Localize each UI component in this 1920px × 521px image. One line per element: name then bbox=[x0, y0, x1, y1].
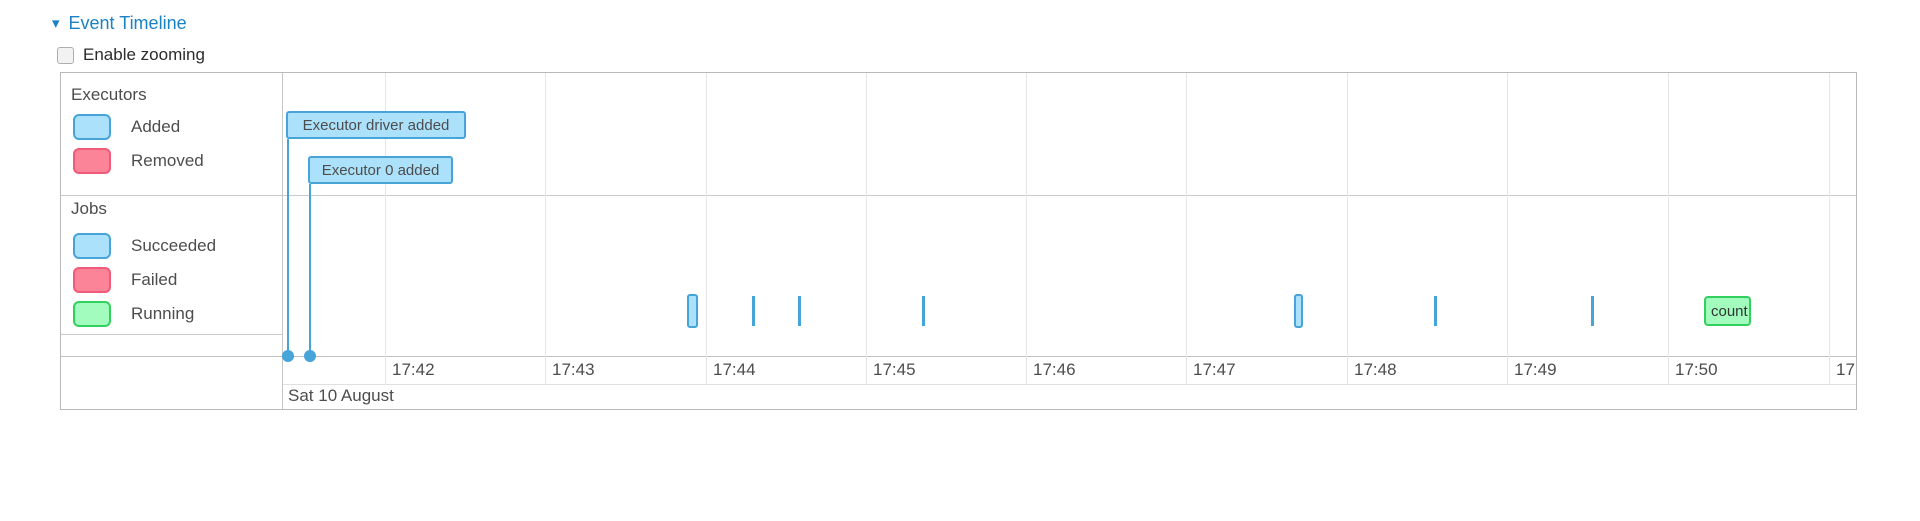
legend-swatch-succeeded bbox=[73, 233, 111, 259]
job-item-running[interactable]: count bbox=[1704, 296, 1751, 326]
time-gridline bbox=[1829, 73, 1830, 384]
legend-group-title: Jobs bbox=[71, 199, 107, 218]
legend-swatch-failed bbox=[73, 267, 111, 293]
axis-label-row-divider bbox=[282, 384, 1856, 385]
event-timeline-chart: Sat 10 August 17:42 17:43 17:44 17:45 17:46 1… bbox=[60, 72, 1857, 410]
time-tick-label: 17:46 bbox=[1033, 360, 1076, 379]
legend-label-removed: Removed bbox=[131, 151, 204, 170]
group-divider bbox=[61, 195, 1856, 196]
executor-item-dot bbox=[304, 350, 316, 362]
legend-swatch-running bbox=[73, 301, 111, 327]
enable-zooming-checkbox[interactable] bbox=[57, 46, 74, 64]
time-gridline bbox=[1026, 73, 1027, 384]
time-tick-label: 17:47 bbox=[1193, 360, 1236, 379]
legend-label-failed: Failed bbox=[131, 270, 178, 289]
legend-group-title: Executors bbox=[71, 85, 147, 104]
time-gridline bbox=[1347, 73, 1348, 384]
time-gridline bbox=[545, 73, 546, 384]
event-timeline-title[interactable]: Event Timeline bbox=[68, 13, 187, 33]
job-item-succeeded[interactable] bbox=[922, 296, 925, 326]
time-tick-label: 17:51 bbox=[1836, 360, 1856, 379]
executor-item-line bbox=[287, 139, 289, 356]
legend-label-running: Running bbox=[131, 304, 195, 323]
job-item-succeeded[interactable] bbox=[687, 294, 698, 328]
date-label: Sat 10 August bbox=[288, 386, 394, 405]
job-item-succeeded[interactable] bbox=[1434, 296, 1437, 326]
time-axis-line bbox=[61, 356, 1856, 357]
time-gridline bbox=[1507, 73, 1508, 384]
time-gridline bbox=[385, 73, 386, 384]
time-gridline bbox=[866, 73, 867, 384]
executor-item[interactable]: Executor 0 added bbox=[308, 156, 453, 184]
time-tick-label: 17:43 bbox=[552, 360, 595, 379]
time-tick-label: 17:48 bbox=[1354, 360, 1397, 379]
enable-zooming-label: Enable zooming bbox=[83, 45, 205, 64]
job-item-succeeded[interactable] bbox=[798, 296, 801, 326]
legend-panel-border bbox=[282, 73, 283, 409]
enable-zooming-row: Enable zooming bbox=[57, 45, 205, 65]
legend-swatch-added bbox=[73, 114, 111, 140]
legend-panel-bottom-border bbox=[61, 334, 282, 335]
time-tick-label: 17:50 bbox=[1675, 360, 1718, 379]
legend-label-succeeded: Succeeded bbox=[131, 236, 217, 255]
time-gridline bbox=[706, 73, 707, 384]
job-item-succeeded[interactable] bbox=[1294, 294, 1303, 328]
executor-item-dot bbox=[282, 350, 294, 362]
job-item-succeeded[interactable] bbox=[1591, 296, 1594, 326]
time-gridline bbox=[1668, 73, 1669, 384]
job-item-succeeded[interactable] bbox=[752, 296, 755, 326]
legend-label-added: Added bbox=[131, 117, 181, 136]
executor-item[interactable]: Executor driver added bbox=[286, 111, 466, 139]
time-tick-label: 17:45 bbox=[873, 360, 916, 379]
time-tick-label: 17:44 bbox=[713, 360, 756, 379]
time-gridline bbox=[1186, 73, 1187, 384]
legend-swatch-removed bbox=[73, 148, 111, 174]
time-tick-label: 17:42 bbox=[392, 360, 435, 379]
executor-item-line bbox=[309, 184, 311, 356]
event-timeline-toggle[interactable]: ▾ Event Timeline bbox=[52, 13, 187, 34]
caret-down-icon: ▾ bbox=[52, 15, 60, 32]
time-tick-label: 17:49 bbox=[1514, 360, 1557, 379]
